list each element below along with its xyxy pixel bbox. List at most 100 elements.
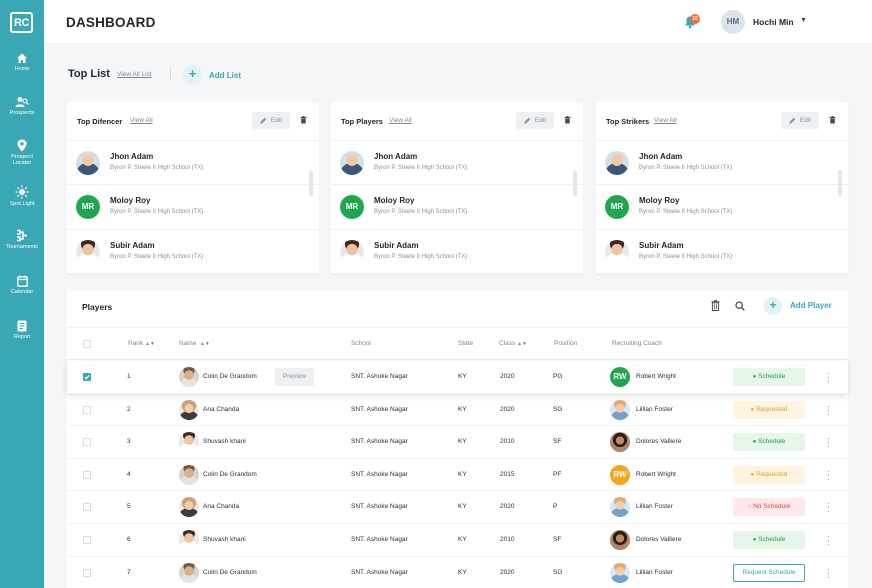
calendar-icon: [16, 275, 28, 287]
schedule-status-button[interactable]: Request Schedule: [733, 563, 805, 582]
scrollbar[interactable]: [573, 170, 577, 196]
coach-cell: Lillian Foster: [636, 568, 673, 576]
trash-icon[interactable]: [564, 116, 571, 124]
name-cell[interactable]: Colin De Grandom: [203, 470, 257, 478]
player-name: Moloy Roy: [374, 196, 415, 206]
column-header-class[interactable]: Class ▲▼: [499, 340, 527, 347]
list-item[interactable]: MR Moloy Roy Byron P. Steele II High Sch…: [67, 185, 319, 230]
list-item[interactable]: MR Moloy Roy Byron P. Steele II High Sch…: [331, 185, 583, 230]
more-options-icon[interactable]: · · ·: [827, 368, 830, 386]
list-item[interactable]: MR Moloy Roy Byron P. Steele II High Sch…: [596, 185, 848, 230]
select-all-checkbox[interactable]: [83, 340, 91, 348]
table-row[interactable]: 7 Colin De Grandom SNT. Ashoke Nagar KY …: [67, 556, 848, 588]
player-name: Subir Adam: [639, 240, 684, 250]
add-list-button[interactable]: +: [183, 65, 202, 84]
scrollbar[interactable]: [309, 170, 313, 196]
more-options-icon[interactable]: · · ·: [827, 498, 830, 517]
name-cell[interactable]: Ana Chanda: [203, 405, 240, 413]
sort-icon: ▲▼: [517, 341, 527, 347]
trash-icon[interactable]: [711, 300, 720, 311]
row-checkbox[interactable]: [83, 438, 91, 447]
name-cell[interactable]: Colin De Grandom: [203, 373, 257, 380]
row-checkbox[interactable]: [83, 405, 91, 414]
rank-cell: 3: [127, 438, 131, 446]
card-view-all-link[interactable]: View All: [389, 117, 412, 124]
row-checkbox[interactable]: [83, 503, 91, 512]
column-header-name[interactable]: Name ▲▼: [179, 340, 210, 347]
sort-icon: ▲▼: [199, 341, 210, 347]
user-name[interactable]: Hochi Min: [753, 17, 794, 27]
more-options-icon[interactable]: · · ·: [827, 563, 830, 582]
class-cell: 2015: [500, 470, 515, 478]
table-row[interactable]: 5 Ana Chanda SNT. Ashoke Nagar KY 2020 P…: [67, 491, 848, 524]
search-icon[interactable]: [735, 301, 745, 311]
name-cell[interactable]: Ana Chanda: [203, 503, 240, 511]
user-avatar[interactable]: HM: [721, 10, 745, 34]
schedule-status-button[interactable]: ● Schedule: [733, 368, 805, 386]
users-icon: [15, 97, 29, 107]
sidebar-item-prospects[interactable]: Prospects: [0, 96, 44, 116]
sidebar-item-tournaments[interactable]: Tournaments: [0, 229, 44, 250]
add-list-label[interactable]: Add List: [209, 71, 241, 80]
table-row[interactable]: 2 Ana Chanda SNT. Ashoke Nagar KY 2020 S…: [67, 393, 848, 427]
edit-button[interactable]: Edit: [252, 112, 290, 129]
rank-cell: 7: [127, 568, 131, 576]
more-options-icon[interactable]: · · ·: [827, 465, 830, 484]
list-item[interactable]: Jhon Adam Byron P. Steele II High School…: [596, 141, 848, 186]
schedule-status-button[interactable]: ● Schedule: [733, 531, 805, 549]
chevron-down-icon[interactable]: ▼: [800, 17, 807, 24]
player-school: Byron P. Steele II High School (TX): [374, 209, 468, 216]
more-options-icon[interactable]: · · ·: [827, 531, 830, 549]
app-logo[interactable]: RC: [10, 12, 33, 33]
name-cell[interactable]: Colin De Grandom: [203, 568, 257, 576]
more-options-icon[interactable]: · · ·: [827, 433, 830, 452]
schedule-status-button[interactable]: ● Requested: [733, 465, 805, 484]
schedule-status-button[interactable]: ● Schedule: [733, 433, 805, 452]
schedule-status-button[interactable]: ● Requested: [733, 400, 805, 419]
view-all-list-link[interactable]: View All List: [117, 71, 152, 78]
add-player-button[interactable]: +: [764, 297, 782, 315]
table-row[interactable]: 1 Colin De Grandom Preview SNT. Ashoke N…: [67, 361, 848, 394]
avatar: [605, 151, 629, 175]
trash-icon[interactable]: [300, 116, 307, 124]
list-item[interactable]: Subir Adam Byron P. Steele II High Schoo…: [67, 230, 319, 274]
top-list-card: Top Players View All Edit Jhon Adam Byro…: [331, 102, 583, 274]
rank-cell: 5: [127, 503, 131, 511]
name-cell[interactable]: Shuvash khani: [203, 438, 246, 446]
sidebar-item-home[interactable]: Home: [0, 52, 44, 72]
class-cell: 2010: [500, 536, 515, 543]
list-item[interactable]: Jhon Adam Byron P. Steele II High School…: [331, 141, 583, 186]
name-cell[interactable]: Shuvash khani: [203, 536, 246, 543]
schedule-status-button[interactable]: ○ No Schedule: [733, 498, 805, 517]
add-player-label[interactable]: Add Player: [790, 301, 832, 310]
sidebar-item-spotlight[interactable]: Spot Light: [0, 185, 44, 207]
card-view-all-link[interactable]: View All: [130, 117, 153, 124]
player-name: Moloy Roy: [639, 196, 680, 206]
row-checkbox[interactable]: [83, 470, 91, 479]
list-item[interactable]: Subir Adam Byron P. Steele II High Schoo…: [331, 230, 583, 274]
table-row[interactable]: 4 Colin De Grandom SNT. Ashoke Nagar KY …: [67, 458, 848, 492]
player-school: Byron P. Steele II High School (TX): [110, 209, 204, 216]
state-cell: KY: [458, 503, 467, 511]
card-view-all-link[interactable]: View All: [654, 117, 677, 124]
avatar: [340, 151, 364, 175]
home-icon: [17, 53, 27, 63]
sidebar-item-calendar[interactable]: Calendar: [0, 275, 44, 295]
sidebar-item-prospect-locator[interactable]: Prospect Locator: [0, 139, 44, 166]
list-item[interactable]: Jhon Adam Byron P. Steele II High School…: [67, 141, 319, 186]
more-options-icon[interactable]: · · ·: [827, 400, 830, 419]
table-row[interactable]: 3 Shuvash khani SNT. Ashoke Nagar KY 201…: [67, 426, 848, 459]
edit-button[interactable]: Edit: [516, 112, 554, 129]
trash-icon[interactable]: [829, 116, 836, 124]
edit-button[interactable]: Edit: [781, 112, 819, 129]
column-header-rank[interactable]: Rank ▲▼: [128, 340, 155, 347]
sidebar-item-report[interactable]: Report: [0, 320, 44, 340]
row-checkbox[interactable]: [83, 373, 91, 381]
scrollbar[interactable]: [838, 170, 842, 196]
row-checkbox[interactable]: [83, 536, 91, 544]
table-row[interactable]: 6 Shuvash khani SNT. Ashoke Nagar KY 201…: [67, 524, 848, 557]
preview-button[interactable]: Preview: [275, 368, 314, 386]
row-checkbox[interactable]: [83, 568, 91, 577]
list-item[interactable]: Subir Adam Byron P. Steele II High Schoo…: [596, 230, 848, 274]
player-school: Byron P. Steele II High School (TX): [639, 209, 733, 216]
